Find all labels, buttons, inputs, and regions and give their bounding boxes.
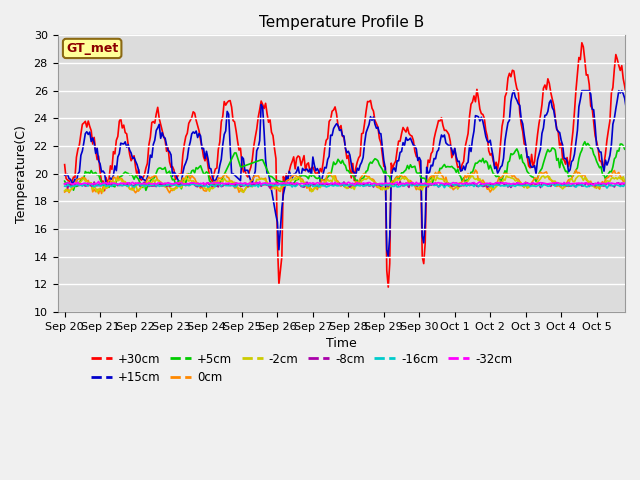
-16cm xyxy=(603,185,611,191)
-2cm xyxy=(239,189,247,195)
-2cm xyxy=(80,176,88,182)
Line: 0cm: 0cm xyxy=(65,170,630,193)
+5cm xyxy=(627,155,634,161)
+15cm xyxy=(625,112,633,118)
-8cm xyxy=(353,181,361,187)
-2cm xyxy=(61,188,68,193)
+5cm xyxy=(98,180,106,185)
0cm xyxy=(61,189,68,195)
-8cm xyxy=(396,179,404,184)
+15cm xyxy=(352,173,360,179)
0cm xyxy=(472,167,479,173)
-32cm xyxy=(550,180,557,186)
-8cm xyxy=(552,180,559,186)
0cm xyxy=(627,181,634,187)
+30cm xyxy=(385,284,392,290)
+30cm xyxy=(625,121,633,127)
+5cm xyxy=(466,173,474,179)
X-axis label: Time: Time xyxy=(326,337,356,350)
+30cm xyxy=(627,134,634,140)
-2cm xyxy=(466,176,474,181)
-8cm xyxy=(627,180,634,186)
0cm xyxy=(552,180,559,185)
+5cm xyxy=(80,175,88,181)
+5cm xyxy=(550,145,557,151)
+5cm xyxy=(625,151,633,157)
+5cm xyxy=(581,139,589,144)
-32cm xyxy=(61,181,68,187)
+15cm xyxy=(627,126,634,132)
0cm xyxy=(353,180,361,185)
+15cm xyxy=(466,143,474,148)
-32cm xyxy=(625,180,633,186)
Line: -8cm: -8cm xyxy=(65,181,630,188)
-16cm xyxy=(627,183,634,189)
Line: -32cm: -32cm xyxy=(65,181,630,185)
-2cm xyxy=(98,187,106,192)
Line: -2cm: -2cm xyxy=(65,175,630,192)
-32cm xyxy=(627,180,634,186)
-32cm xyxy=(353,180,361,186)
0cm xyxy=(466,175,474,180)
+15cm xyxy=(510,88,518,94)
-32cm xyxy=(590,182,598,188)
-32cm xyxy=(95,179,102,184)
+30cm xyxy=(352,166,360,171)
+15cm xyxy=(385,254,392,260)
-8cm xyxy=(80,182,88,188)
-16cm xyxy=(61,183,68,189)
Y-axis label: Temperature(C): Temperature(C) xyxy=(15,125,28,223)
Line: +15cm: +15cm xyxy=(65,91,630,257)
-8cm xyxy=(625,181,633,187)
+30cm xyxy=(466,113,474,119)
0cm xyxy=(625,185,633,191)
Title: Temperature Profile B: Temperature Profile B xyxy=(259,15,424,30)
-32cm xyxy=(99,180,107,186)
-16cm xyxy=(625,183,633,189)
-8cm xyxy=(61,181,68,187)
Text: GT_met: GT_met xyxy=(66,42,118,55)
-16cm xyxy=(466,182,474,188)
0cm xyxy=(95,191,102,196)
-2cm xyxy=(627,183,634,189)
-2cm xyxy=(575,172,583,178)
-2cm xyxy=(625,182,633,188)
+30cm xyxy=(98,179,106,185)
+15cm xyxy=(552,117,559,123)
0cm xyxy=(80,175,88,180)
-2cm xyxy=(353,181,361,187)
Line: +5cm: +5cm xyxy=(65,142,630,191)
-16cm xyxy=(550,182,557,188)
+5cm xyxy=(61,178,68,184)
-16cm xyxy=(80,181,88,187)
Line: +30cm: +30cm xyxy=(65,43,630,287)
-8cm xyxy=(266,185,274,191)
+15cm xyxy=(98,169,106,175)
-16cm xyxy=(98,183,106,189)
+30cm xyxy=(61,162,68,168)
-8cm xyxy=(467,182,475,188)
-32cm xyxy=(466,180,474,186)
+5cm xyxy=(353,177,361,183)
+30cm xyxy=(550,102,557,108)
Line: -16cm: -16cm xyxy=(65,183,630,188)
+5cm xyxy=(142,188,150,193)
-16cm xyxy=(353,182,361,188)
-32cm xyxy=(80,180,88,186)
0cm xyxy=(99,184,107,190)
+30cm xyxy=(80,120,88,126)
-8cm xyxy=(98,182,106,188)
Legend: +30cm, +15cm, +5cm, 0cm, -2cm, -8cm, -16cm, -32cm: +30cm, +15cm, +5cm, 0cm, -2cm, -8cm, -16… xyxy=(86,348,517,389)
-16cm xyxy=(339,180,346,186)
+30cm xyxy=(578,40,586,46)
+15cm xyxy=(80,140,88,145)
+15cm xyxy=(61,172,68,178)
-2cm xyxy=(550,178,557,184)
